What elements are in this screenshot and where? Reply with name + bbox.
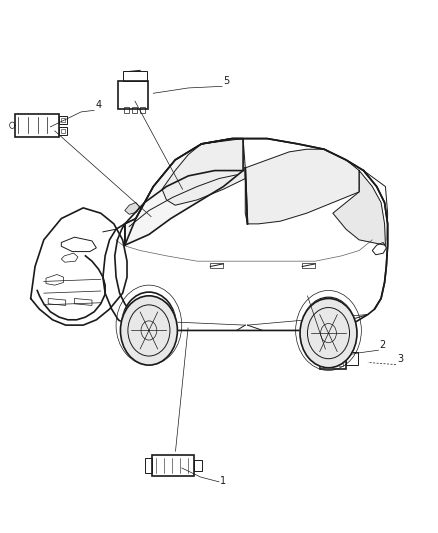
Bar: [145, 458, 152, 473]
Text: 4: 4: [95, 100, 102, 110]
Bar: [194, 460, 202, 471]
Polygon shape: [333, 171, 385, 245]
Text: 2: 2: [380, 340, 386, 350]
Bar: [59, 116, 67, 124]
Bar: [332, 351, 336, 356]
Bar: [118, 81, 148, 109]
Polygon shape: [125, 203, 139, 214]
Circle shape: [300, 298, 357, 368]
Bar: [61, 129, 65, 133]
Bar: [325, 360, 329, 366]
Text: 1: 1: [220, 476, 226, 486]
Bar: [302, 263, 315, 268]
Bar: [59, 127, 67, 135]
Bar: [339, 351, 343, 356]
Text: 5: 5: [223, 76, 230, 86]
Bar: [124, 107, 129, 113]
Text: 3: 3: [397, 354, 403, 365]
Bar: [123, 71, 147, 81]
Bar: [15, 114, 59, 137]
Polygon shape: [125, 139, 243, 245]
Bar: [152, 455, 194, 476]
Circle shape: [120, 296, 177, 365]
Bar: [339, 360, 343, 366]
Bar: [140, 107, 145, 113]
Bar: [61, 118, 65, 122]
Bar: [132, 107, 137, 113]
Bar: [210, 263, 223, 268]
Bar: [325, 351, 329, 356]
Polygon shape: [162, 139, 245, 205]
Bar: [346, 352, 358, 365]
Bar: [320, 348, 346, 369]
Bar: [332, 360, 336, 366]
Polygon shape: [245, 149, 359, 224]
